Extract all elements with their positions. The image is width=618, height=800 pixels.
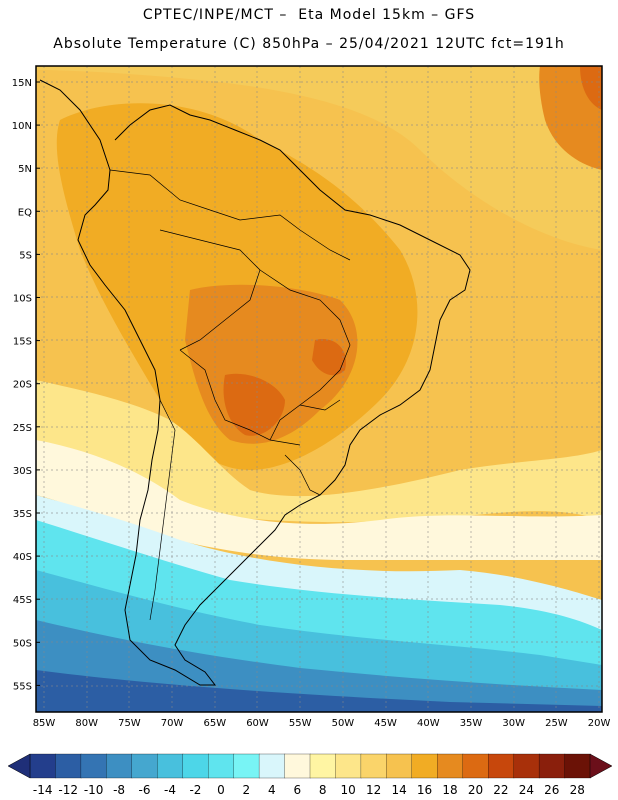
colorbar-swatch (309, 753, 337, 779)
lat-tick-label: 5S (19, 250, 32, 261)
map-title-line2: Absolute Temperature (C) 850hPa – 25/04/… (53, 36, 565, 52)
lon-tick-label: 85W (33, 718, 56, 729)
colorbar-label: 20 (468, 783, 483, 797)
colorbar-swatch (258, 753, 286, 779)
colorbar-swatch (564, 753, 591, 779)
temperature-field (36, 66, 602, 712)
colorbar-label: -10 (84, 783, 104, 797)
colorbar-swatch (335, 753, 362, 779)
colorbar-label: 12 (366, 783, 381, 797)
colorbar-swatch (80, 753, 108, 779)
coastline (39, 79, 471, 686)
colorbar-label: 28 (570, 783, 585, 797)
colorbar-label: 24 (519, 783, 534, 797)
colorbar-swatch (131, 753, 158, 779)
colorbar-swatch (233, 753, 260, 779)
colorbar-swatch (360, 753, 388, 779)
country-borders (109, 169, 351, 621)
colorbar-label: 4 (268, 783, 276, 797)
colorbar-label: -14 (33, 783, 53, 797)
colorbar-swatch (462, 753, 489, 779)
colorbar: -14 -12 -10 -8 -6 -4 -2 0 2 4 6 8 10 12 14 16 18 20 22 24 26… (7, 753, 613, 797)
lon-tick-label: 60W (246, 718, 269, 729)
lat-axis-labels: 15N 10N 5N EQ 5S 10S 15S 20S 25S 30S 35S 40S 45S 50S 5… (12, 78, 40, 692)
colorbar-label: -6 (139, 783, 151, 797)
colorbar-label: 2 (243, 783, 251, 797)
lon-tick-label: 75W (118, 718, 141, 729)
colorbar-label: 14 (391, 783, 406, 797)
colorbar-label: -8 (113, 783, 125, 797)
colorbar-swatch (157, 753, 184, 779)
colorbar-label: -2 (189, 783, 201, 797)
lat-tick-label: 15N (12, 78, 32, 89)
lat-tick-label: 40S (13, 552, 32, 563)
colorbar-swatch (55, 753, 82, 779)
lon-tick-label: 55W (289, 718, 312, 729)
lat-tick-label: 10N (12, 121, 32, 132)
colorbar-label: 22 (493, 783, 508, 797)
colorbar-swatch (182, 753, 209, 779)
lon-tick-label: 40W (417, 718, 440, 729)
lon-axis-labels: 85W 80W 75W 70W 65W 60W 55W 50W 45W 40W 35W 30W 25W 2… (33, 718, 611, 729)
colorbar-swatch (513, 753, 540, 779)
colorbar-label: -4 (164, 783, 176, 797)
colorbar-label: 10 (341, 783, 356, 797)
colorbar-label: 26 (544, 783, 559, 797)
lat-tick-label: 15S (13, 337, 32, 348)
temperature-map: 15N 10N 5N EQ 5S 10S 15S 20S 25S 30S 35S 40S 45S 50S 5… (12, 65, 611, 729)
lon-tick-label: 65W (203, 718, 226, 729)
lon-tick-label: 35W (460, 718, 483, 729)
lon-tick-label: 70W (161, 718, 184, 729)
map-title-line1: CPTEC/INPE/MCT – Eta Model 15km – GFS (142, 7, 476, 23)
colorbar-low-arrow (7, 753, 31, 779)
lat-tick-label: 5N (18, 164, 32, 175)
colorbar-label: 8 (319, 783, 327, 797)
colorbar-swatch (208, 753, 235, 779)
lat-tick-label: 55S (13, 681, 32, 692)
grid-lines (36, 66, 602, 712)
lat-tick-label: 30S (13, 466, 32, 477)
lon-tick-label: 20W (588, 718, 611, 729)
lat-tick-label: 35S (13, 509, 32, 520)
colorbar-label: 16 (417, 783, 432, 797)
lat-tick-label: 25S (13, 423, 32, 434)
lat-tick-label: EQ (18, 207, 32, 218)
colorbar-swatch (411, 753, 438, 779)
colorbar-label: 0 (217, 783, 225, 797)
colorbar-swatch (29, 753, 57, 779)
colorbar-high-arrow (589, 753, 613, 779)
lat-tick-label: 45S (13, 595, 32, 606)
lon-tick-label: 50W (332, 718, 355, 729)
colorbar-label: 6 (293, 783, 301, 797)
colorbar-label: 18 (442, 783, 457, 797)
lon-tick-label: 30W (502, 718, 525, 729)
lon-tick-label: 25W (545, 718, 568, 729)
colorbar-swatch (538, 753, 566, 779)
colorbar-label: -12 (58, 783, 78, 797)
colorbar-swatch (386, 753, 413, 779)
colorbar-swatch (437, 753, 464, 779)
lon-tick-label: 45W (374, 718, 397, 729)
colorbar-swatch (106, 753, 133, 779)
colorbar-swatch (488, 753, 515, 779)
colorbar-swatch (284, 753, 311, 779)
lat-tick-label: 50S (13, 638, 32, 649)
lat-tick-label: 20S (13, 380, 32, 391)
lon-tick-label: 80W (75, 718, 98, 729)
lat-tick-label: 10S (13, 294, 32, 305)
